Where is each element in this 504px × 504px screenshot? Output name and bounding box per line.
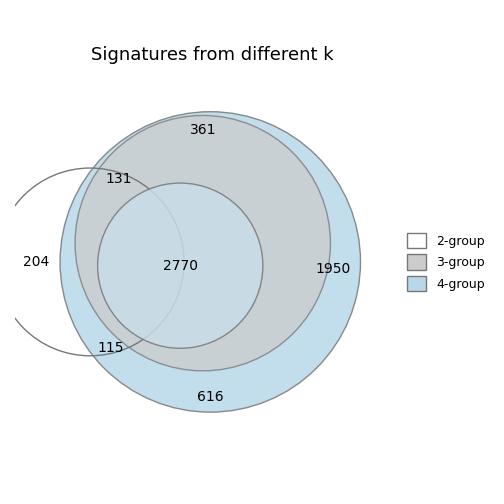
Legend: 2-group, 3-group, 4-group: 2-group, 3-group, 4-group — [402, 228, 490, 296]
Text: 1950: 1950 — [316, 263, 351, 276]
Circle shape — [75, 115, 331, 371]
Circle shape — [60, 112, 360, 412]
Text: 115: 115 — [98, 341, 124, 355]
Text: 204: 204 — [23, 255, 49, 269]
Text: 131: 131 — [105, 172, 132, 186]
Text: 361: 361 — [190, 123, 216, 138]
Title: Signatures from different k: Signatures from different k — [91, 46, 334, 65]
Circle shape — [98, 183, 263, 348]
Text: 616: 616 — [197, 390, 224, 404]
Text: 2770: 2770 — [163, 259, 198, 273]
